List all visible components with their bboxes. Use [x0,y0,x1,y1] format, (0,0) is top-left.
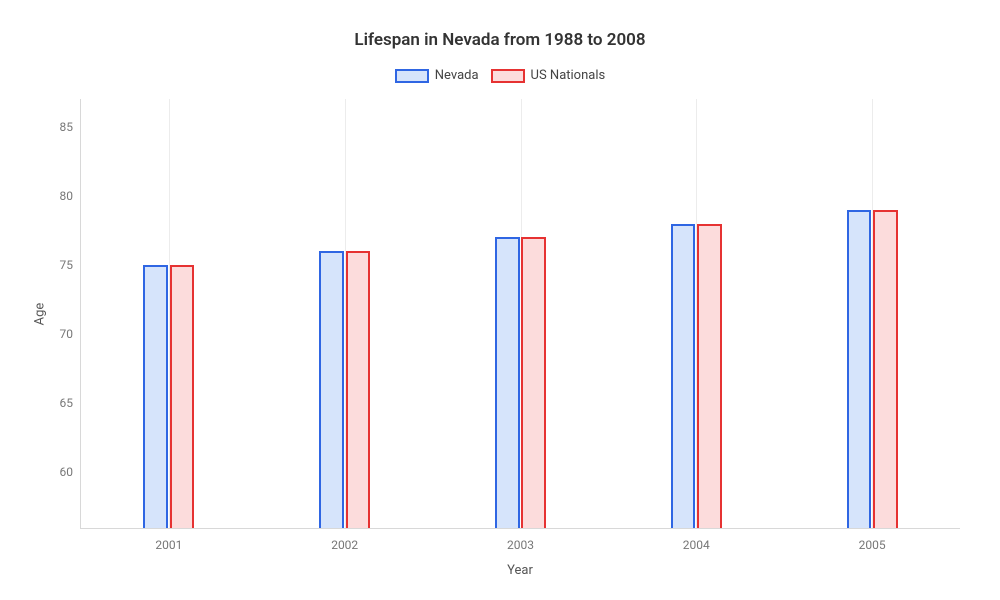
bar [495,237,520,528]
bar [873,210,898,528]
bar [346,251,371,528]
x-tick-label: 2001 [155,528,182,552]
x-axis-title: Year [80,563,960,578]
chart-title: Lifespan in Nevada from 1988 to 2008 [30,30,970,50]
x-tick-label: 2004 [683,528,710,552]
y-tick-label: 60 [60,465,82,479]
x-tick-label: 2005 [859,528,886,552]
y-tick-label: 70 [60,327,82,341]
bar [847,210,872,528]
bar [143,265,168,528]
bar [319,251,344,528]
plot-wrap: Age 60657075808520012002200320042005 Yea… [80,99,960,529]
y-axis-title: Age [33,303,48,326]
bar [521,237,546,528]
legend-swatch-us-nationals [491,69,525,83]
y-tick-label: 65 [60,396,82,410]
y-tick-label: 75 [60,258,82,272]
x-tick-label: 2003 [507,528,534,552]
legend-swatch-nevada [395,69,429,83]
x-tick-label: 2002 [331,528,358,552]
legend: Nevada US Nationals [30,68,970,83]
plot-area: 60657075808520012002200320042005 [80,99,960,529]
chart-container: Lifespan in Nevada from 1988 to 2008 Nev… [0,0,1000,600]
legend-item-nevada: Nevada [395,68,479,83]
legend-label-nevada: Nevada [435,68,479,83]
y-tick-label: 85 [60,120,82,134]
bar [170,265,195,528]
bar [697,224,722,528]
legend-item-us-nationals: US Nationals [491,68,606,83]
y-tick-label: 80 [60,189,82,203]
legend-label-us-nationals: US Nationals [531,68,606,83]
bar [671,224,696,528]
